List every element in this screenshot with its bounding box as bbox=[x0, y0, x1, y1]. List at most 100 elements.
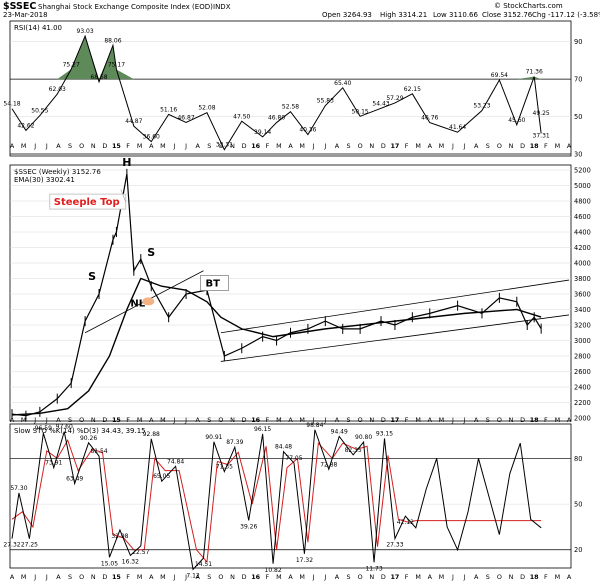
month-label-top: 17 bbox=[390, 142, 399, 150]
pattern-label-h: H bbox=[122, 156, 131, 169]
nl-label: NL bbox=[130, 298, 145, 309]
price-tick-label: 3200 bbox=[574, 321, 591, 329]
rsi-value-label: 41.64 bbox=[449, 124, 466, 131]
month-label-bottom: A bbox=[56, 573, 61, 581]
sto-value-label: 98.84 bbox=[306, 422, 323, 429]
month-label-bottom: M bbox=[439, 573, 445, 581]
sto-k-line bbox=[11, 429, 542, 571]
month-label-bottom: A bbox=[288, 573, 293, 581]
price-tick-label: 3400 bbox=[574, 306, 591, 314]
price-tick-label: 2200 bbox=[574, 399, 591, 407]
month-label-mid: D bbox=[381, 416, 386, 424]
exchange-label: INDX bbox=[213, 3, 231, 11]
sto-value-label: 27.25 bbox=[21, 542, 38, 549]
month-label-bottom: J bbox=[451, 573, 454, 581]
rsi-value-label: 50.15 bbox=[352, 108, 369, 115]
month-label-mid: N bbox=[91, 416, 96, 424]
month-label-mid: A bbox=[149, 416, 154, 424]
ema-title: EMA(30) 3302.41 bbox=[14, 176, 75, 184]
month-label-mid: D bbox=[242, 416, 247, 424]
rsi-value-label: 45.60 bbox=[508, 117, 525, 124]
rsi-value-label: 50.55 bbox=[31, 108, 48, 115]
rsi-value-label: 46.87 bbox=[177, 114, 194, 121]
month-label-bottom: D bbox=[102, 573, 107, 581]
price-tick-label: 5200 bbox=[574, 166, 591, 174]
price-tick-label: 2000 bbox=[574, 414, 591, 422]
month-label-mid: M bbox=[299, 416, 305, 424]
month-label-bottom: M bbox=[276, 573, 282, 581]
month-label-top: A bbox=[149, 142, 154, 150]
month-label-bottom: A bbox=[10, 573, 15, 581]
month-label-mid: A bbox=[335, 416, 340, 424]
price-tick-label: 2800 bbox=[574, 352, 591, 360]
sto-value-label: 90.80 bbox=[355, 434, 372, 441]
month-label-mid: J bbox=[312, 416, 315, 424]
rsi-value-label: 32.31 bbox=[216, 142, 233, 149]
sto-value-label: 11.73 bbox=[365, 565, 382, 572]
sto-value-label: 27.32 bbox=[3, 542, 20, 549]
month-label-top: J bbox=[451, 142, 454, 150]
month-label-bottom: F bbox=[405, 573, 409, 581]
rsi-value-label: 93.03 bbox=[77, 28, 94, 35]
rsi-overbought-fill bbox=[57, 36, 542, 80]
month-label-bottom: A bbox=[567, 573, 572, 581]
rsi-line bbox=[11, 34, 542, 151]
month-label-mid: J bbox=[323, 416, 326, 424]
sto-value-label: 90.91 bbox=[205, 434, 222, 441]
trendline-channel-lower bbox=[220, 314, 570, 362]
sto-value-label: 71.35 bbox=[216, 464, 233, 471]
symbol-label: $SSEC bbox=[3, 1, 36, 12]
month-label-top: A bbox=[474, 142, 479, 150]
month-label-bottom: D bbox=[381, 573, 386, 581]
month-label-top: A bbox=[10, 142, 15, 150]
month-label-bottom: F bbox=[265, 573, 269, 581]
month-label-mid: M bbox=[555, 416, 561, 424]
sto-value-label: 84.48 bbox=[275, 444, 292, 451]
month-label-mid: J bbox=[45, 416, 48, 424]
rsi-value-label: 54.43 bbox=[372, 100, 389, 107]
rsi-value-label: 52.58 bbox=[282, 104, 299, 111]
month-label-top: S bbox=[486, 142, 490, 150]
month-label-bottom: M bbox=[137, 573, 143, 581]
month-label-bottom: O bbox=[79, 573, 84, 581]
month-label-bottom: N bbox=[509, 573, 514, 581]
month-label-bottom: O bbox=[218, 573, 223, 581]
month-label-top: M bbox=[160, 142, 166, 150]
sto-value-label: 17.32 bbox=[296, 557, 313, 564]
month-label-top: J bbox=[173, 142, 176, 150]
rsi-value-label: 36.60 bbox=[143, 134, 160, 141]
month-label-bottom: A bbox=[149, 573, 154, 581]
rsi-panel: RSI(14) 41.00 bbox=[9, 20, 572, 157]
sto-value-label: 87.39 bbox=[226, 439, 243, 446]
month-label-top: J bbox=[323, 142, 326, 150]
month-label-mid: 15 bbox=[112, 416, 121, 424]
rsi-value-label: 55.83 bbox=[317, 98, 334, 105]
month-label-top: D bbox=[520, 142, 525, 150]
month-label-bottom: S bbox=[486, 573, 490, 581]
month-label-bottom: J bbox=[173, 573, 176, 581]
price-tick-label: 4200 bbox=[574, 244, 591, 252]
month-label-top: 15 bbox=[112, 142, 121, 150]
month-label-top: O bbox=[497, 142, 502, 150]
month-label-bottom: J bbox=[312, 573, 315, 581]
month-label-mid: F bbox=[405, 416, 409, 424]
month-label-mid: S bbox=[346, 416, 350, 424]
month-label-mid: O bbox=[358, 416, 363, 424]
month-label-bottom: N bbox=[91, 573, 96, 581]
month-label-top: F bbox=[126, 142, 130, 150]
sto-value-label: 42.12 bbox=[397, 519, 414, 526]
sto-value-label: 82.35 bbox=[345, 447, 362, 454]
month-label-mid: M bbox=[137, 416, 143, 424]
month-label-mid: F bbox=[544, 416, 548, 424]
month-label-bottom: J bbox=[463, 573, 466, 581]
sto-value-label: 57.30 bbox=[10, 485, 27, 492]
month-label-mid: S bbox=[207, 416, 211, 424]
month-label-top: D bbox=[102, 142, 107, 150]
rsi-value-label: 69.54 bbox=[491, 72, 508, 79]
sto-value-label: 97.60 bbox=[56, 424, 73, 431]
month-label-mid: J bbox=[173, 416, 176, 424]
price-tick-label: 3000 bbox=[574, 337, 591, 345]
month-label-mid: A bbox=[428, 416, 433, 424]
ema-line bbox=[11, 277, 542, 416]
